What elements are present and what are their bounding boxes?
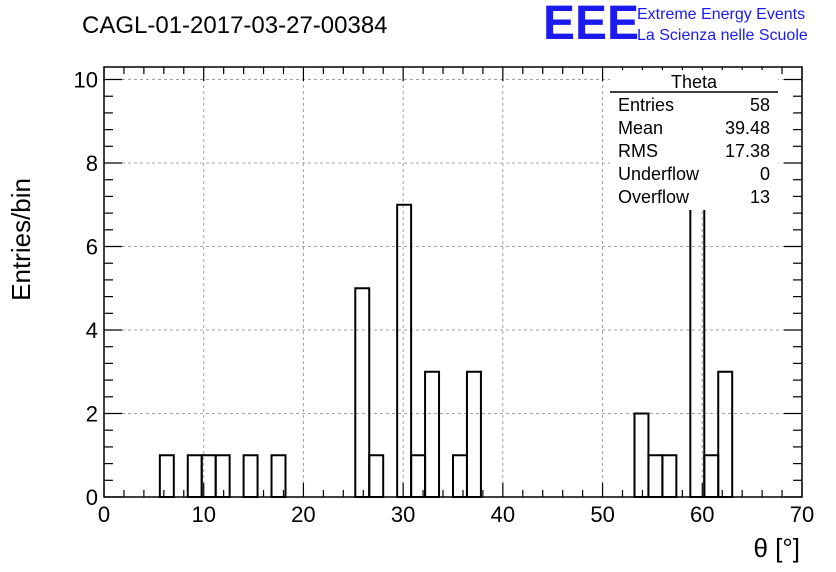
- x-tick-label: 60: [690, 502, 714, 527]
- histogram-bin: [424, 370, 441, 499]
- histogram-bin: [354, 287, 371, 499]
- x-axis-title: θ [°]: [753, 533, 800, 563]
- histogram-bin: [661, 454, 678, 499]
- x-tick-label: 40: [491, 502, 515, 527]
- x-tick-label: 10: [191, 502, 215, 527]
- y-tick-label: 8: [86, 151, 98, 176]
- stats-box: Theta Entries 58 Mean 39.48 RMS 17.38 Un…: [610, 70, 778, 210]
- y-tick-label: 4: [86, 318, 98, 343]
- histogram-bin: [186, 454, 203, 499]
- y-tick-label: 6: [86, 235, 98, 260]
- stat-value-underflow: 0: [760, 164, 770, 184]
- eee-logo-line1: Extreme Energy Events: [637, 6, 805, 23]
- histogram-bin: [465, 370, 482, 499]
- eee-logo-mark: EEE: [543, 0, 639, 50]
- histogram-bin: [396, 203, 413, 498]
- chart-title: CAGL-01-2017-03-27-00384: [82, 12, 388, 39]
- x-tick-label: 0: [98, 502, 110, 527]
- stat-label-overflow: Overflow: [618, 187, 690, 207]
- y-tick-labels: 0 2 4 6 8 10: [74, 68, 98, 510]
- grid: [104, 67, 802, 497]
- histogram-bin: [717, 370, 734, 499]
- histogram-bin: [158, 454, 175, 499]
- histogram-bin: [633, 412, 650, 498]
- stat-label-rms: RMS: [618, 141, 658, 161]
- x-tick-labels: 0 10 20 30 40 50 60 70: [98, 502, 814, 527]
- x-tick-label: 70: [790, 502, 814, 527]
- stats-box-name: Theta: [671, 72, 718, 92]
- eee-logo-line2: La Scienza nelle Scuole: [637, 27, 808, 44]
- y-tick-label: 0: [86, 485, 98, 510]
- histogram-bin: [703, 454, 720, 499]
- stat-value-overflow: 13: [750, 187, 770, 207]
- stat-value-mean: 39.48: [725, 118, 770, 138]
- histogram-bin: [242, 454, 259, 499]
- stat-label-mean: Mean: [618, 118, 663, 138]
- histogram-bin: [452, 454, 468, 499]
- eee-logo: EEE Extreme Energy Events La Scienza nel…: [543, 0, 808, 50]
- stat-value-entries: 58: [750, 95, 770, 115]
- stat-value-rms: 17.38: [725, 141, 770, 161]
- stat-label-entries: Entries: [618, 95, 674, 115]
- histogram-bin: [647, 454, 664, 499]
- x-tick-label: 50: [590, 502, 614, 527]
- plot-frame: [103, 66, 803, 498]
- histogram-bin: [368, 454, 385, 499]
- y-tick-label: 2: [86, 402, 98, 427]
- y-tick-label: 10: [74, 68, 98, 93]
- y-axis-title: Entries/bin: [6, 178, 36, 301]
- axis-ticks: [103, 67, 803, 498]
- histogram-bin: [214, 454, 231, 499]
- x-tick-label: 20: [291, 502, 315, 527]
- x-tick-label: 30: [391, 502, 415, 527]
- stat-label-underflow: Underflow: [618, 164, 700, 184]
- stats-box-background: [610, 70, 778, 210]
